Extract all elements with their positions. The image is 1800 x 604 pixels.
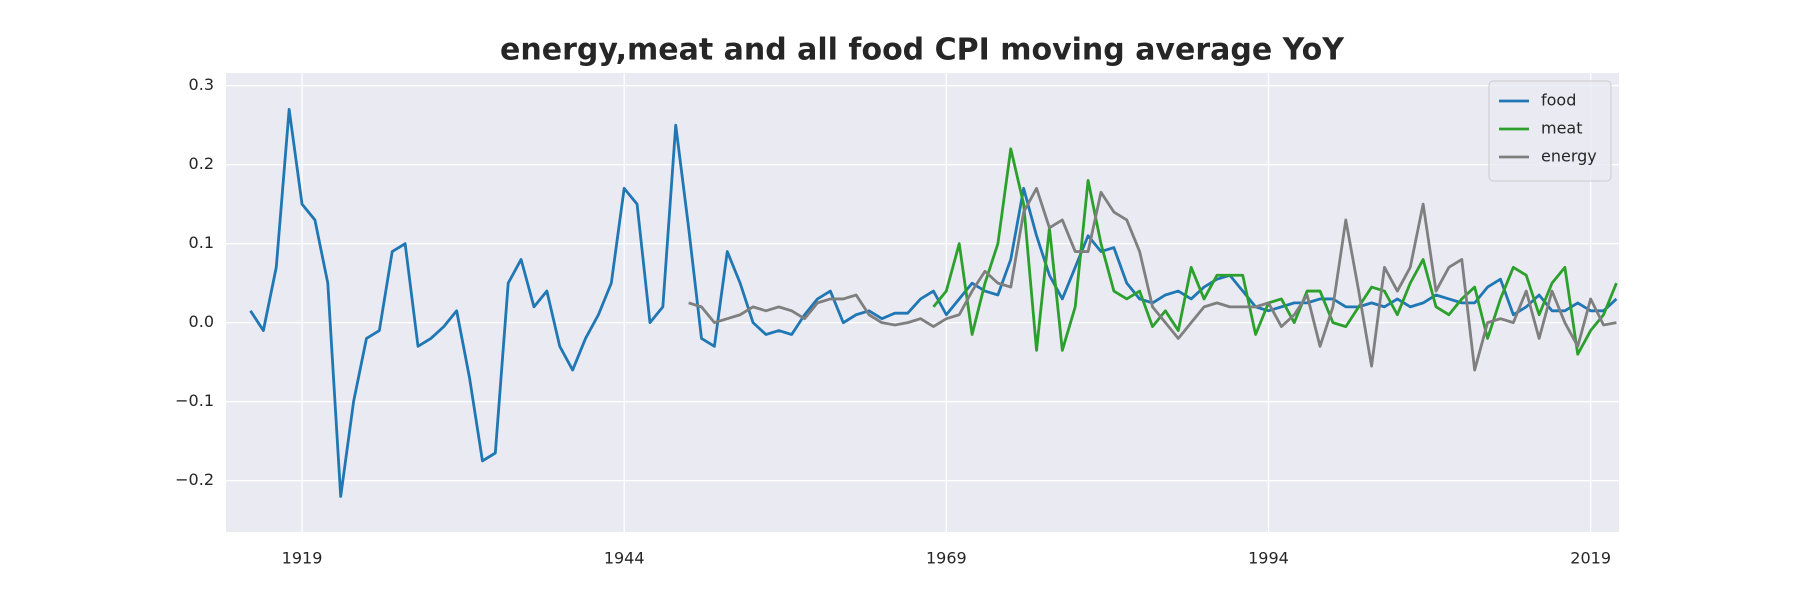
chart-title: energy,meat and all food CPI moving aver… bbox=[500, 33, 1345, 68]
lines bbox=[249, 107, 1618, 498]
x-tick-label: 2019 bbox=[1570, 549, 1611, 568]
y-tick-label: 0.3 bbox=[189, 75, 214, 94]
y-tick-label: 0.0 bbox=[189, 312, 214, 331]
y-tick-label: −0.2 bbox=[175, 470, 214, 489]
x-tick-label: 1919 bbox=[282, 549, 323, 568]
plot-area bbox=[226, 73, 1619, 532]
x-tick-label: 1969 bbox=[926, 549, 967, 568]
legend-label: food bbox=[1541, 91, 1576, 110]
y-tick-label: 0.1 bbox=[189, 233, 214, 252]
y-tick-label: 0.2 bbox=[189, 154, 214, 173]
series-line bbox=[932, 147, 1618, 356]
legend: food meat energy bbox=[1488, 80, 1612, 182]
legend-label: meat bbox=[1541, 119, 1583, 138]
series-line bbox=[688, 186, 1617, 372]
x-tick-label: 1994 bbox=[1248, 549, 1289, 568]
x-tick-label: 1944 bbox=[604, 549, 645, 568]
legend-label: energy bbox=[1541, 147, 1597, 166]
series-line bbox=[249, 107, 1618, 498]
y-tick-label: −0.1 bbox=[175, 391, 214, 410]
